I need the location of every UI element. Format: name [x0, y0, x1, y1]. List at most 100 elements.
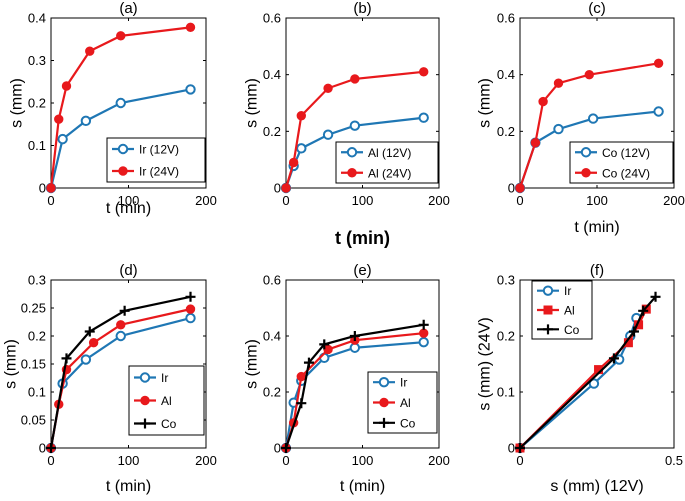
panel-d: (d) 0 100 200 0 0.05 0.1 0.15 0.2 0.25 0.3 t (min) s…: [3, 262, 217, 495]
chart-title: (b): [353, 0, 371, 17]
chart-title: (a): [119, 0, 137, 17]
y-tick-label: 0.2: [263, 124, 281, 139]
legend-label: Ir (24V): [139, 165, 179, 179]
x-tick-label: 200: [428, 453, 450, 468]
legend-marker: [379, 397, 389, 408]
y-tick-label: 0.3: [497, 273, 515, 288]
panel-e: (e) 0 100 200 0 0.2 0.4 0.6 t (min) s (mm) Ir Al Co: [244, 262, 450, 495]
legend-marker: [379, 417, 389, 428]
data-point: [185, 84, 196, 95]
data-point: [84, 326, 95, 337]
y-tick-label: 0.3: [28, 273, 46, 288]
data-point: [418, 319, 429, 330]
y-tick-label: 0: [508, 441, 515, 456]
series-co: [515, 291, 661, 453]
data-point: [80, 115, 92, 127]
data-point: [653, 58, 664, 69]
data-point: [61, 353, 72, 364]
legend-label: Ir: [400, 376, 407, 390]
y-tick-label: 0: [274, 181, 281, 196]
panel-c: (c) 0 100 200 0 0.2 0.4 0.6 t (min) s (mm) Co (12V…: [477, 0, 685, 236]
x-axis-label: t (min): [106, 200, 151, 217]
data-point: [303, 357, 314, 368]
y-tick-label: 0.05: [21, 413, 46, 428]
y-tick-label: 0.1: [497, 385, 515, 400]
data-point: [628, 326, 639, 337]
data-point: [530, 137, 541, 148]
x-axis-label: s (mm) (12V): [550, 478, 643, 495]
y-tick-label: 0.25: [21, 301, 46, 316]
legend-marker: [140, 418, 150, 429]
y-axis-label: s (mm): [244, 339, 261, 389]
x-axis-label: t (min): [340, 478, 385, 495]
y-tick-label: 0.3: [28, 53, 46, 68]
legend-marker: [580, 147, 592, 158]
x-tick-label: 200: [195, 453, 217, 468]
series-co: [281, 319, 429, 453]
chart-title: (c): [588, 0, 606, 17]
data-point: [418, 336, 429, 348]
legend-label: Ir (12V): [139, 143, 179, 157]
x-tick-label: 100: [118, 453, 140, 468]
data-point: [419, 67, 429, 77]
data-point: [296, 371, 306, 382]
data-point: [54, 114, 64, 124]
y-tick-label: 0.4: [263, 67, 281, 82]
x-axis-label: t (min): [335, 228, 390, 248]
x-tick-label: 0: [516, 453, 523, 468]
y-tick-label: 0.4: [263, 329, 281, 344]
data-point: [119, 305, 130, 316]
data-point: [185, 312, 196, 324]
data-point: [515, 443, 525, 453]
legend-marker: [543, 305, 553, 315]
data-point: [296, 398, 307, 409]
data-point: [115, 97, 126, 109]
legend-marker: [346, 147, 358, 158]
legend: Ir Al Co: [531, 280, 593, 340]
x-tick-label: 200: [428, 193, 450, 208]
data-point: [322, 129, 334, 140]
y-tick-label: 0.15: [21, 357, 46, 372]
x-tick-label: 100: [586, 193, 608, 208]
data-point: [553, 78, 564, 88]
data-point: [46, 183, 56, 193]
series-line: [518, 62, 659, 189]
legend-label: Co: [564, 323, 580, 337]
legend-label: Co: [400, 416, 416, 430]
chart-title: (e): [353, 262, 371, 279]
data-point: [185, 304, 196, 314]
x-tick-label: 0.5: [665, 453, 683, 468]
y-tick-label: 0.4: [28, 11, 46, 26]
data-point: [296, 143, 307, 154]
x-axis-label: t (min): [106, 478, 151, 495]
legend-marker: [543, 324, 553, 335]
legend-label: Ir: [161, 371, 168, 385]
y-axis-label: s (mm): [244, 78, 261, 128]
y-tick-label: 0.6: [263, 11, 281, 26]
y-tick-label: 0: [39, 181, 46, 196]
data-point: [323, 83, 333, 93]
data-point: [638, 305, 649, 316]
y-tick-label: 0: [508, 181, 515, 196]
x-tick-label: 200: [195, 193, 217, 208]
x-axis-label: t (min): [574, 219, 619, 236]
panel-a: (a) 0 100 200 0 0.1 0.2 0.3 0.4 t (min) s (mm) Ir (…: [9, 0, 217, 217]
series-ir-24v-: [46, 22, 196, 193]
x-tick-label: 100: [118, 193, 140, 208]
data-point: [281, 443, 291, 453]
y-axis-label: s (mm): [477, 78, 494, 128]
legend: Ir Al Co: [128, 365, 205, 436]
legend: Al (12V) Al (24V): [335, 141, 439, 184]
data-point: [185, 22, 196, 33]
x-tick-label: 0: [282, 453, 289, 468]
data-point: [57, 133, 68, 145]
data-point: [61, 81, 72, 91]
y-tick-label: 0.1: [28, 138, 46, 153]
data-point: [553, 123, 564, 135]
y-tick-label: 0.2: [28, 96, 46, 111]
x-tick-label: 0: [47, 193, 54, 208]
y-tick-label: 0.2: [497, 124, 515, 139]
legend-label: Al (24V): [368, 166, 411, 180]
series-co: [46, 291, 196, 453]
x-tick-label: 0: [516, 193, 523, 208]
